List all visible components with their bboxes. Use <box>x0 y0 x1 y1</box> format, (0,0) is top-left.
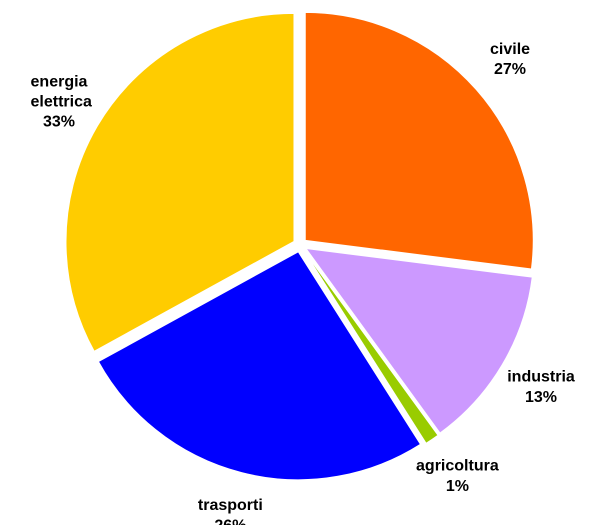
slice-label: agricoltura <box>416 458 499 475</box>
pie-slice <box>97 251 422 481</box>
slice-label: trasporti <box>198 497 263 514</box>
value-label: 13% <box>525 389 557 406</box>
value-label: 33% <box>43 114 75 131</box>
slice-label-line: energia <box>31 74 88 91</box>
pie-slice <box>303 250 439 444</box>
slice-label-line: civile <box>490 41 530 58</box>
pie-slice <box>65 12 295 352</box>
pie-slice <box>304 11 534 270</box>
slice-label-line: elettrica <box>26 94 92 111</box>
pie-slice <box>304 247 533 434</box>
value-label: 27% <box>494 61 526 78</box>
slice-label: industria <box>507 369 575 386</box>
slice-label-line: agricoltura <box>416 458 499 475</box>
value-label: 1% <box>446 478 469 495</box>
slice-label: energia elettrica <box>26 74 92 111</box>
slice-label-line: industria <box>507 369 575 386</box>
value-label: 26% <box>214 517 246 525</box>
slice-label-line: trasporti <box>198 497 263 514</box>
slice-label: civile <box>490 41 530 58</box>
